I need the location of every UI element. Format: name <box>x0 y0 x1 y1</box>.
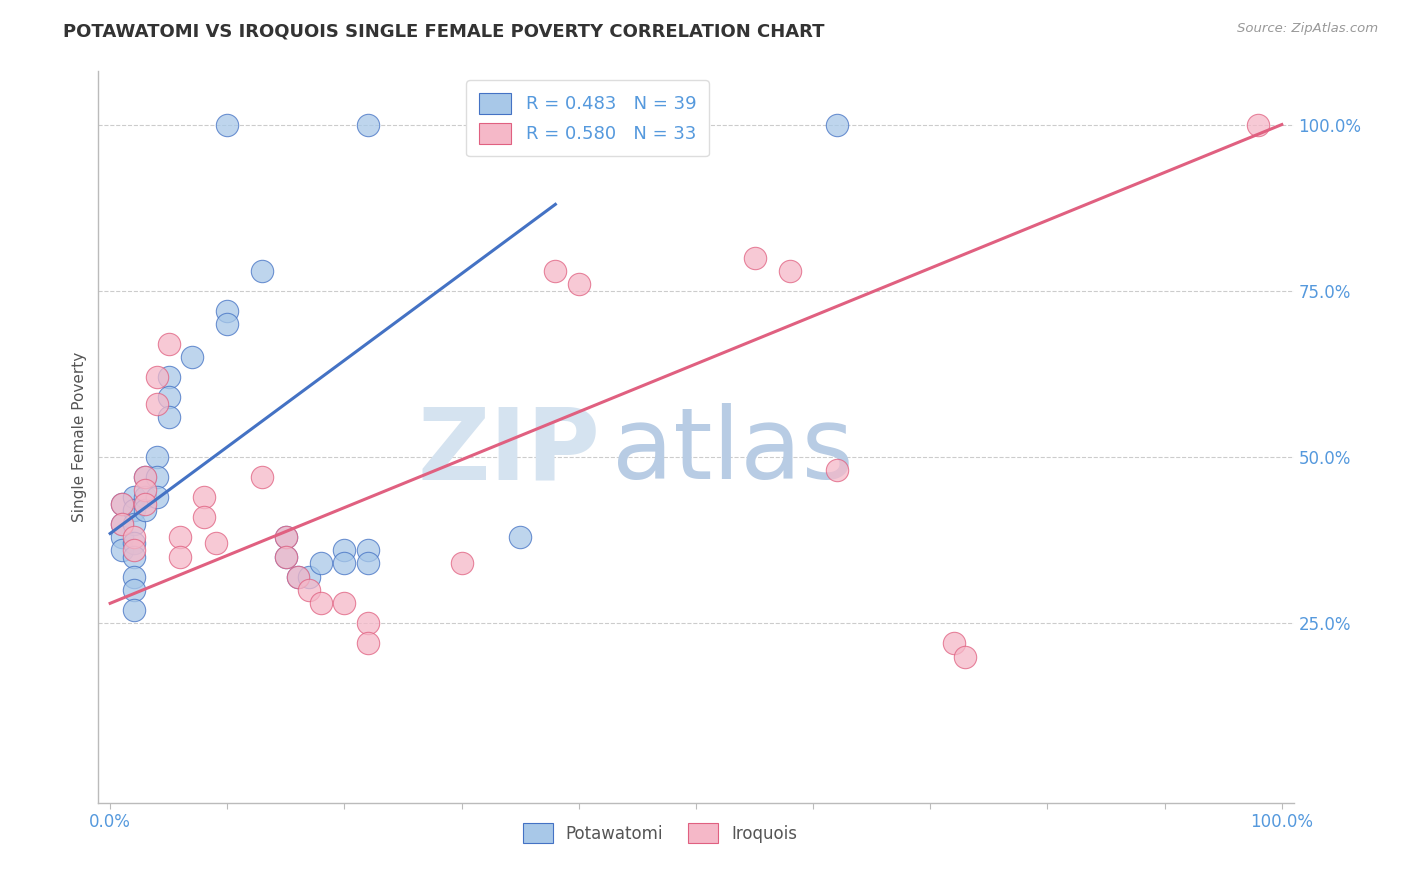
Point <box>146 450 169 464</box>
Point <box>333 543 356 558</box>
Text: POTAWATOMI VS IROQUOIS SINGLE FEMALE POVERTY CORRELATION CHART: POTAWATOMI VS IROQUOIS SINGLE FEMALE POV… <box>63 22 825 40</box>
Point <box>122 530 145 544</box>
Point <box>146 470 169 484</box>
Point <box>357 636 380 650</box>
Point <box>309 557 332 571</box>
Point <box>274 549 297 564</box>
Point <box>287 570 309 584</box>
Point <box>111 516 134 531</box>
Point <box>357 118 380 132</box>
Point <box>134 470 156 484</box>
Point <box>111 497 134 511</box>
Point <box>111 543 134 558</box>
Point <box>357 543 380 558</box>
Point <box>333 596 356 610</box>
Point <box>122 570 145 584</box>
Point <box>942 636 965 650</box>
Point <box>111 530 134 544</box>
Point <box>134 503 156 517</box>
Point <box>193 509 215 524</box>
Point <box>157 337 180 351</box>
Point <box>169 549 191 564</box>
Point <box>181 351 204 365</box>
Point <box>568 277 591 292</box>
Point <box>122 543 145 558</box>
Point <box>146 370 169 384</box>
Point <box>122 549 145 564</box>
Point <box>252 264 274 278</box>
Point <box>157 390 180 404</box>
Point <box>134 497 156 511</box>
Point <box>122 490 145 504</box>
Text: atlas: atlas <box>613 403 853 500</box>
Point <box>955 649 977 664</box>
Point <box>357 616 380 631</box>
Point <box>252 470 274 484</box>
Point <box>134 470 156 484</box>
Point <box>274 549 297 564</box>
Point <box>134 490 156 504</box>
Point <box>544 264 567 278</box>
Point <box>287 570 309 584</box>
Y-axis label: Single Female Poverty: Single Female Poverty <box>72 352 87 522</box>
Point <box>134 483 156 498</box>
Point <box>509 530 531 544</box>
Point <box>122 536 145 550</box>
Point <box>274 530 297 544</box>
Point <box>744 251 766 265</box>
Point <box>298 582 321 597</box>
Point <box>217 303 239 318</box>
Point <box>122 603 145 617</box>
Point <box>357 557 380 571</box>
Point <box>157 370 180 384</box>
Point <box>217 118 239 132</box>
Point <box>204 536 226 550</box>
Point <box>122 503 145 517</box>
Point <box>825 118 848 132</box>
Point <box>193 490 215 504</box>
Point <box>544 118 567 132</box>
Point <box>825 463 848 477</box>
Point <box>157 410 180 425</box>
Legend: Potawatomi, Iroquois: Potawatomi, Iroquois <box>516 817 804 849</box>
Point <box>122 582 145 597</box>
Point <box>450 557 472 571</box>
Point <box>779 264 801 278</box>
Point <box>122 516 145 531</box>
Point <box>146 490 169 504</box>
Point <box>169 530 191 544</box>
Point <box>111 497 134 511</box>
Point <box>146 397 169 411</box>
Text: ZIP: ZIP <box>418 403 600 500</box>
Point <box>111 516 134 531</box>
Point <box>1247 118 1270 132</box>
Point <box>309 596 332 610</box>
Point <box>333 557 356 571</box>
Point <box>217 317 239 331</box>
Point <box>298 570 321 584</box>
Text: Source: ZipAtlas.com: Source: ZipAtlas.com <box>1237 22 1378 36</box>
Point <box>274 530 297 544</box>
